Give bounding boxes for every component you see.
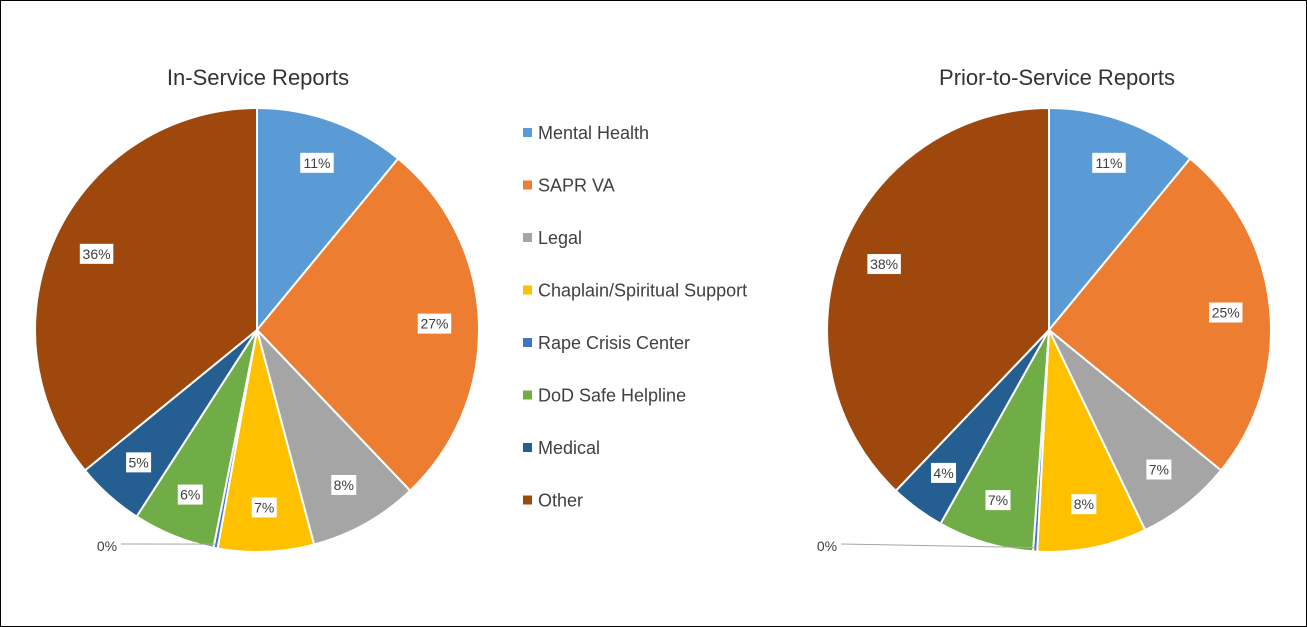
legend-item-medical: Medical [523, 438, 600, 458]
legend-item-sapr-va: SAPR VA [523, 176, 615, 196]
legend-swatch [523, 443, 532, 452]
legend-swatch [523, 390, 532, 400]
legend: Mental Health SAPR VA Legal Chaplain/Spirit… [523, 123, 747, 511]
leader-line [840, 543, 1036, 549]
data-label-chaplain-spiritual-support: 8% [1074, 496, 1094, 512]
legend-item-other: Other [523, 491, 583, 511]
legend-swatch [523, 338, 532, 347]
legend-item-dod-safe-helpline: DoD Safe Helpline [523, 386, 686, 406]
data-label-box [79, 243, 114, 264]
data-label-dod-safe-helpline: 6% [180, 487, 200, 503]
slice-sapr-va [255, 157, 480, 493]
in-service-title: In-Service Reports [167, 65, 349, 90]
data-label-box [1146, 459, 1172, 480]
prior-to-service-title: Prior-to-Service Reports [939, 65, 1175, 90]
data-label-legal: 7% [1149, 462, 1169, 478]
data-label-box [985, 490, 1011, 511]
legend-label: SAPR VA [538, 176, 615, 196]
slice-sapr-va [1047, 157, 1272, 472]
legend-swatch [523, 285, 532, 295]
data-label-other: 36% [83, 246, 111, 262]
data-label-legal: 8% [334, 477, 354, 493]
in-service-pie: 11% 27% 8% 7% 0% 6% 5% 36% [34, 106, 480, 554]
legend-item-mental-health: Mental Health [523, 123, 649, 143]
data-label-chaplain-spiritual-support: 7% [254, 499, 274, 515]
legend-swatch [523, 495, 532, 505]
data-label-sapr-va: 25% [1212, 305, 1240, 321]
legend-label: Mental Health [538, 123, 649, 143]
data-label-mental-health: 11% [303, 155, 330, 171]
legend-item-chaplain-spiritual-support: Chaplain/Spiritual Support [523, 281, 747, 301]
data-label-box [417, 313, 452, 334]
legend-label: Rape Crisis Center [538, 333, 690, 353]
slice-chaplain-spiritual-support [1036, 329, 1147, 553]
data-label-box [177, 484, 203, 505]
slice-other [34, 106, 258, 472]
data-label-box [331, 474, 357, 495]
data-label-box [1092, 152, 1126, 173]
slice-legal [256, 329, 412, 546]
data-label-medical: 4% [933, 465, 953, 481]
data-label-sapr-va: 27% [420, 316, 448, 332]
data-label-medical: 5% [128, 454, 148, 470]
data-label-box [867, 254, 901, 275]
data-label-rape-crisis-center: 0% [817, 538, 837, 554]
slice-other [826, 106, 1050, 493]
data-label-box [251, 497, 277, 518]
legend-label: Medical [538, 438, 600, 458]
legend-label: DoD Safe Helpline [538, 386, 686, 406]
slice-mental-health [256, 106, 400, 333]
legend-label: Chaplain/Spiritual Support [538, 281, 747, 301]
legend-label: Other [538, 491, 583, 511]
data-label-box [931, 462, 957, 483]
legend-label: Legal [538, 228, 582, 248]
legend-swatch [523, 128, 532, 137]
legend-item-legal: Legal [523, 228, 582, 248]
legend-item-rape-crisis-center: Rape Crisis Center [523, 333, 690, 353]
prior-to-service-pie: 11% 25% 7% 8% 0% 7% 4% 38% [817, 106, 1272, 554]
data-label-other: 38% [870, 256, 898, 272]
slice-mental-health [1048, 106, 1192, 333]
legend-swatch [523, 180, 532, 190]
data-label-box [300, 152, 334, 173]
data-label-dod-safe-helpline: 7% [988, 492, 1008, 508]
data-label-rape-crisis-center: 0% [97, 538, 117, 554]
data-label-box [126, 452, 152, 473]
data-label-box [1208, 302, 1243, 323]
data-label-box [1071, 494, 1097, 515]
data-label-mental-health: 11% [1095, 155, 1122, 171]
legend-swatch [523, 233, 532, 242]
